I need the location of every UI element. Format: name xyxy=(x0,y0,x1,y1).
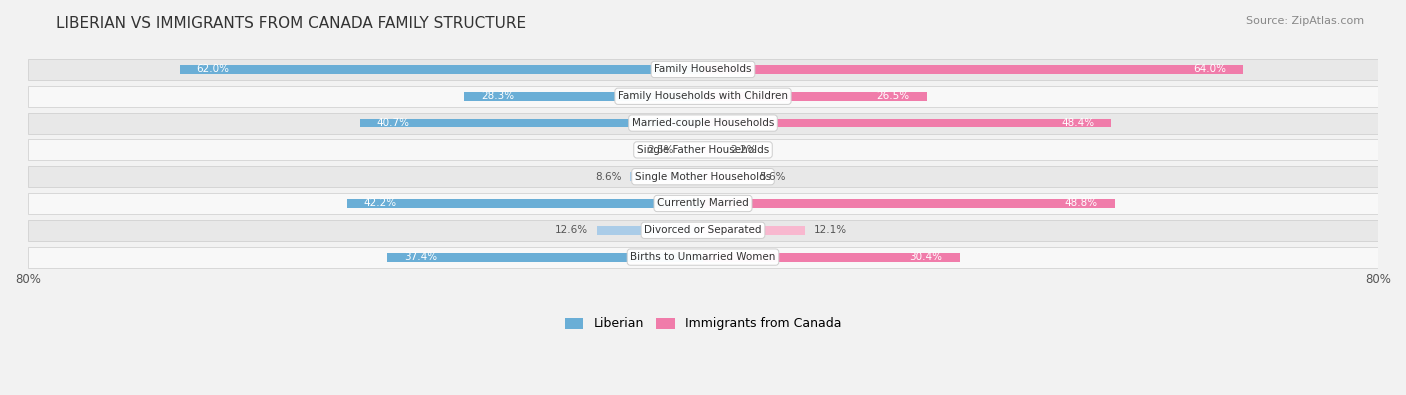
Text: 37.4%: 37.4% xyxy=(405,252,437,262)
Bar xyxy=(703,172,751,181)
Text: 64.0%: 64.0% xyxy=(1194,64,1226,74)
Text: 28.3%: 28.3% xyxy=(481,91,515,101)
Text: 2.2%: 2.2% xyxy=(730,145,756,155)
Text: 40.7%: 40.7% xyxy=(377,118,409,128)
Text: 12.1%: 12.1% xyxy=(814,225,846,235)
Text: 5.6%: 5.6% xyxy=(759,172,785,182)
Text: Family Households: Family Households xyxy=(654,64,752,74)
Bar xyxy=(596,226,703,235)
Text: 12.6%: 12.6% xyxy=(555,225,588,235)
Text: Divorced or Separated: Divorced or Separated xyxy=(644,225,762,235)
Bar xyxy=(703,253,959,261)
Bar xyxy=(388,253,703,261)
Bar xyxy=(630,172,703,181)
Text: Married-couple Households: Married-couple Households xyxy=(631,118,775,128)
Bar xyxy=(28,246,1378,267)
Text: Single Father Households: Single Father Households xyxy=(637,145,769,155)
Bar xyxy=(28,193,1378,214)
Text: Births to Unmarried Women: Births to Unmarried Women xyxy=(630,252,776,262)
Text: 62.0%: 62.0% xyxy=(197,64,229,74)
Bar xyxy=(360,118,703,128)
Bar xyxy=(28,86,1378,107)
Legend: Liberian, Immigrants from Canada: Liberian, Immigrants from Canada xyxy=(560,312,846,335)
Text: 2.5%: 2.5% xyxy=(647,145,673,155)
Text: Single Mother Households: Single Mother Households xyxy=(636,172,770,182)
Text: 48.4%: 48.4% xyxy=(1062,118,1094,128)
Text: Family Households with Children: Family Households with Children xyxy=(619,91,787,101)
Bar xyxy=(682,145,703,154)
Bar xyxy=(28,113,1378,134)
Text: 30.4%: 30.4% xyxy=(910,252,942,262)
Text: 42.2%: 42.2% xyxy=(364,199,396,209)
Bar xyxy=(28,59,1378,80)
Text: Currently Married: Currently Married xyxy=(657,199,749,209)
Bar xyxy=(28,139,1378,160)
Bar xyxy=(703,92,927,101)
Bar xyxy=(28,220,1378,241)
Text: 48.8%: 48.8% xyxy=(1064,199,1098,209)
Text: Source: ZipAtlas.com: Source: ZipAtlas.com xyxy=(1246,16,1364,26)
Bar xyxy=(703,65,1243,74)
Bar xyxy=(703,199,1115,208)
Bar xyxy=(180,65,703,74)
Text: LIBERIAN VS IMMIGRANTS FROM CANADA FAMILY STRUCTURE: LIBERIAN VS IMMIGRANTS FROM CANADA FAMIL… xyxy=(56,16,526,31)
Bar xyxy=(703,226,806,235)
Text: 8.6%: 8.6% xyxy=(596,172,621,182)
Bar xyxy=(703,145,721,154)
Bar xyxy=(703,118,1111,128)
Text: 26.5%: 26.5% xyxy=(876,91,910,101)
Bar xyxy=(28,166,1378,187)
Bar xyxy=(347,199,703,208)
Bar xyxy=(464,92,703,101)
